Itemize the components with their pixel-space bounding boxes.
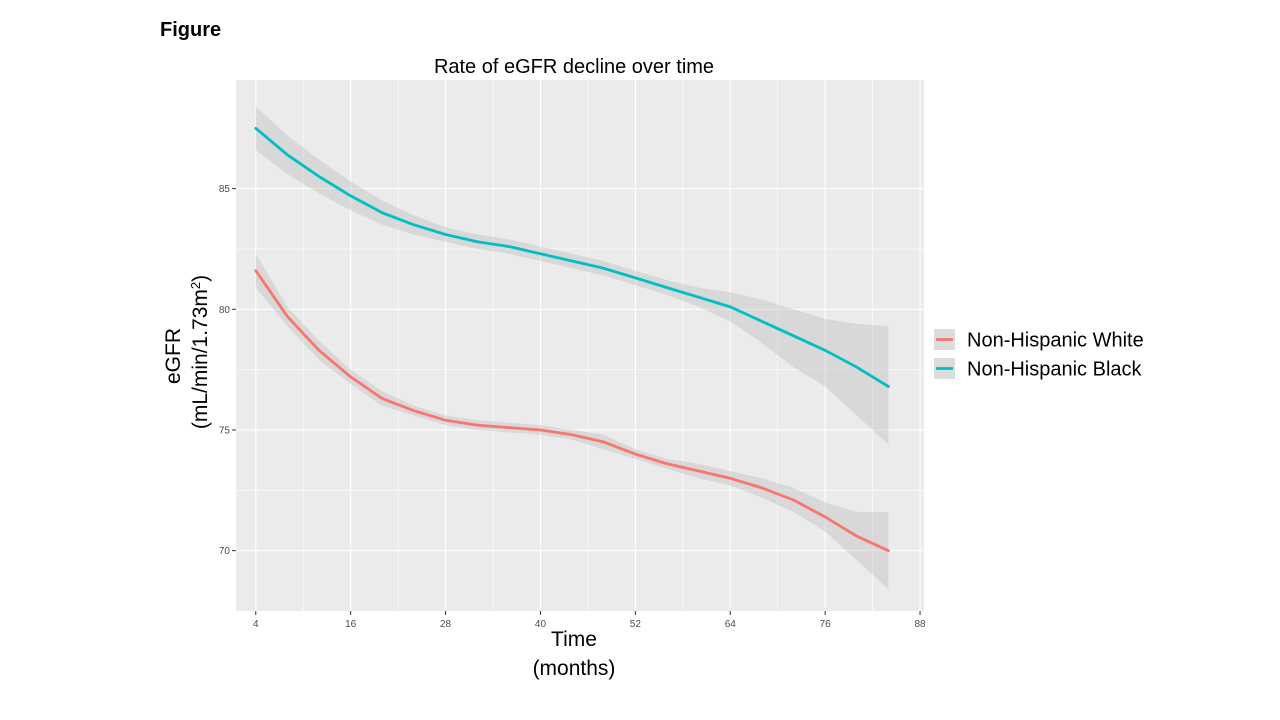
y-axis: 70 75 80 85 [219, 184, 236, 557]
x-tick-label: 52 [630, 619, 642, 630]
line-series-2 [254, 126, 890, 388]
line-series-1 [254, 269, 890, 553]
legend-label: Non-Hispanic White [967, 330, 1144, 352]
x-tick-label: 4 [253, 619, 259, 630]
y-tick-label: 85 [219, 184, 231, 195]
figure-label: Figure [160, 19, 221, 41]
x-tick-label: 88 [914, 619, 926, 630]
series-lines [254, 126, 890, 553]
x-tick-label: 64 [725, 619, 737, 630]
legend: Non-Hispanic White Non-Hispanic Black [934, 329, 1144, 381]
y-axis-title-line1: eGFR [162, 328, 185, 384]
chart-title: Rate of eGFR decline over time [434, 56, 714, 78]
x-tick-label: 76 [820, 619, 832, 630]
x-axis-title-line2: (months) [533, 657, 616, 680]
grid-major [236, 80, 924, 611]
y-tick-label: 70 [219, 546, 231, 557]
y-tick-label: 75 [219, 425, 231, 436]
y-tick-label: 80 [219, 305, 231, 316]
x-tick-label: 28 [440, 619, 452, 630]
x-axis: 4 16 28 40 52 64 76 88 [253, 611, 926, 630]
x-tick-label: 40 [535, 619, 547, 630]
x-tick-label: 16 [345, 619, 357, 630]
x-axis-title-line1: Time [551, 628, 597, 651]
legend-label: Non-Hispanic Black [967, 359, 1143, 381]
y-axis-title-line2: (mL/min/1.73m2) [188, 275, 213, 429]
